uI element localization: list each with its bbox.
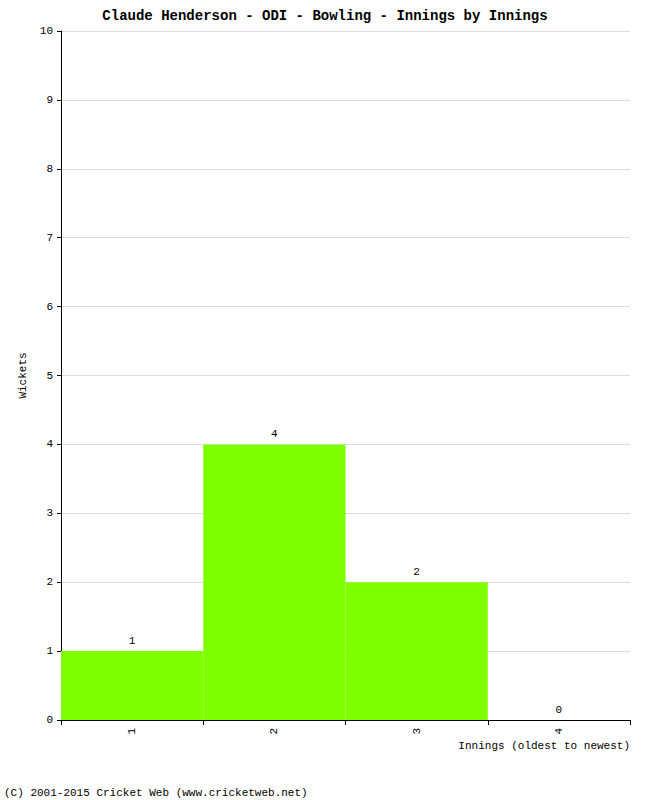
svg-text:4: 4 bbox=[46, 438, 53, 450]
svg-text:6: 6 bbox=[46, 301, 53, 313]
svg-text:5: 5 bbox=[46, 370, 53, 382]
svg-text:1: 1 bbox=[129, 635, 136, 647]
svg-text:(C) 2001-2015 Cricket Web (www: (C) 2001-2015 Cricket Web (www.cricketwe… bbox=[4, 787, 308, 799]
svg-text:7: 7 bbox=[46, 232, 53, 244]
svg-text:3: 3 bbox=[46, 507, 53, 519]
svg-text:Wickets: Wickets bbox=[17, 352, 29, 398]
svg-text:4: 4 bbox=[553, 728, 565, 735]
svg-text:0: 0 bbox=[556, 704, 563, 716]
svg-text:4: 4 bbox=[271, 428, 278, 440]
svg-text:1: 1 bbox=[126, 728, 138, 735]
svg-text:2: 2 bbox=[413, 566, 420, 578]
svg-text:9: 9 bbox=[46, 94, 53, 106]
svg-text:3: 3 bbox=[411, 728, 423, 735]
svg-text:1: 1 bbox=[46, 645, 53, 657]
svg-text:2: 2 bbox=[268, 728, 280, 735]
svg-text:8: 8 bbox=[46, 163, 53, 175]
svg-text:0: 0 bbox=[46, 714, 53, 726]
svg-text:Innings (oldest to newest): Innings (oldest to newest) bbox=[458, 740, 630, 752]
svg-text:Claude Henderson - ODI - Bowli: Claude Henderson - ODI - Bowling - Innin… bbox=[102, 8, 547, 24]
svg-text:2: 2 bbox=[46, 576, 53, 588]
svg-text:10: 10 bbox=[40, 25, 53, 37]
